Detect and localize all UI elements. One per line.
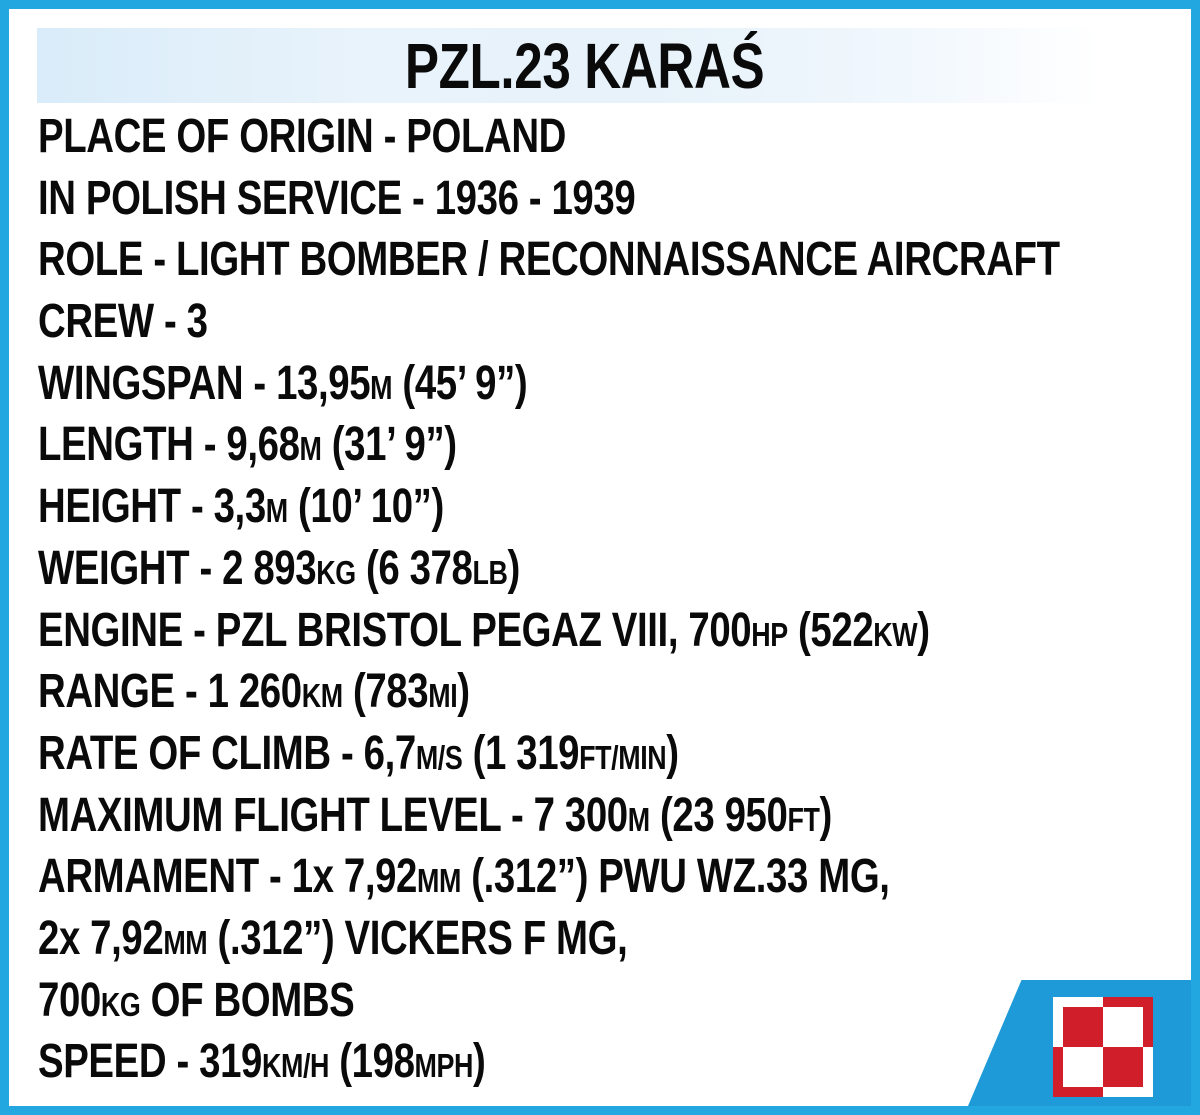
spec-line: RANGE - 1 260KM (783MI)	[38, 661, 958, 723]
spec-unit: M	[370, 369, 393, 407]
spec-line: CREW - 3	[38, 291, 958, 353]
spec-text: )	[457, 665, 470, 719]
spec-text: (6 378	[355, 541, 473, 595]
spec-unit: HP	[751, 616, 788, 654]
spec-text: WEIGHT - 2 893	[38, 541, 317, 595]
spec-line: IN POLISH SERVICE - 1936 - 1939	[38, 168, 958, 230]
spec-text: (522	[787, 603, 874, 657]
spec-unit: MM	[163, 924, 208, 962]
spec-line: WINGSPAN - 13,95M (45’ 9”)	[38, 353, 958, 415]
spec-unit: KW	[873, 616, 918, 654]
spec-unit: FT	[787, 801, 820, 839]
spec-text: (783	[342, 665, 429, 719]
spec-text: ROLE - LIGHT BOMBER / RECONNAISSANCE AIR…	[38, 233, 1060, 287]
spec-list: PLACE OF ORIGIN - POLAND IN POLISH SERVIC…	[38, 106, 1188, 1093]
spec-text: ARMAMENT - 1x 7,92	[38, 850, 418, 904]
polish-air-force-checkerboard-icon	[1053, 997, 1153, 1097]
spec-text: 700	[38, 973, 101, 1027]
spec-unit: M	[299, 431, 322, 469]
spec-line: RATE OF CLIMB - 6,7M/S (1 319FT/MIN)	[38, 723, 958, 785]
spec-line: ENGINE - PZL BRISTOL PEGAZ VIII, 700HP (…	[38, 600, 958, 662]
spec-text: (23 950	[649, 788, 788, 842]
spec-text: IN POLISH SERVICE - 1936 - 1939	[38, 171, 636, 225]
spec-text: HEIGHT - 3,3	[38, 480, 266, 534]
spec-text: RATE OF CLIMB - 6,7	[38, 726, 416, 780]
spec-text: )	[666, 726, 679, 780]
spec-unit: MI	[428, 678, 458, 716]
spec-text: (10’ 10”)	[287, 480, 444, 534]
spec-text: CREW - 3	[38, 295, 208, 349]
spec-text: RANGE - 1 260	[38, 665, 302, 719]
spec-text: (.312”) PWU WZ.33 MG,	[460, 850, 890, 904]
spec-text: )	[507, 541, 520, 595]
spec-line: 700KG OF BOMBS	[38, 970, 958, 1032]
page-title: PZL.23 KARAŚ	[405, 29, 765, 102]
spec-unit: FT/MIN	[579, 739, 667, 777]
spec-line: HEIGHT - 3,3M (10’ 10”)	[38, 476, 958, 538]
spec-line: WEIGHT - 2 893KG (6 378LB)	[38, 538, 958, 600]
spec-text: (31’ 9”)	[321, 418, 457, 472]
spec-text: (.312”) VICKERS F MG,	[207, 911, 628, 965]
spec-unit: KM/H	[261, 1048, 330, 1086]
spec-text: ENGINE - PZL BRISTOL PEGAZ VIII, 700	[38, 603, 752, 657]
spec-line: ROLE - LIGHT BOMBER / RECONNAISSANCE AIR…	[38, 229, 1060, 291]
title-band: PZL.23 KARAŚ	[37, 28, 1133, 103]
spec-line: MAXIMUM FLIGHT LEVEL - 7 300M (23 950FT)	[38, 785, 958, 847]
spec-text: (198	[329, 1035, 415, 1089]
spec-text: PLACE OF ORIGIN - POLAND	[38, 110, 566, 163]
spec-line: LENGTH - 9,68M (31’ 9”)	[38, 414, 958, 476]
spec-unit: KM	[301, 678, 343, 716]
spec-text: (45’ 9”)	[392, 356, 528, 410]
spec-text: MAXIMUM FLIGHT LEVEL - 7 300	[38, 788, 628, 842]
spec-text: )	[917, 603, 930, 657]
spec-line: SPEED - 319KM/H (198MPH)	[38, 1031, 958, 1093]
spec-unit: M	[265, 493, 288, 531]
spec-unit: KG	[316, 554, 356, 592]
spec-unit: MPH	[414, 1048, 474, 1086]
spec-line: ARMAMENT - 1x 7,92MM (.312”) PWU WZ.33 M…	[38, 846, 958, 908]
spec-text: (1 319	[462, 726, 580, 780]
spec-text: SPEED - 319	[38, 1035, 262, 1089]
spec-line: 2x 7,92MM (.312”) VICKERS F MG,	[38, 908, 958, 970]
spec-text: )	[819, 788, 832, 842]
spec-unit: KG	[100, 986, 141, 1024]
spec-text: WINGSPAN - 13,95	[38, 356, 371, 410]
spec-text: OF BOMBS	[140, 973, 355, 1027]
spec-text: 2x 7,92	[38, 911, 164, 965]
spec-line: PLACE OF ORIGIN - POLAND	[38, 106, 958, 168]
spec-unit: M	[627, 801, 650, 839]
spec-unit: M/S	[415, 739, 463, 777]
spec-unit: MM	[417, 863, 461, 901]
spec-text: )	[473, 1035, 486, 1089]
spec-text: LENGTH - 9,68	[38, 418, 300, 472]
spec-unit: LB	[472, 554, 508, 592]
